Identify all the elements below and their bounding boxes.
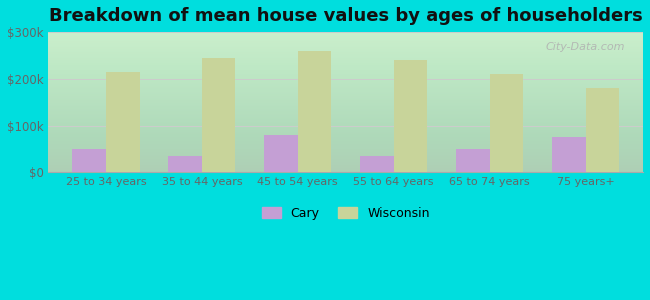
Bar: [72, 149, 106, 172]
Legend: Cary, Wisconsin: Cary, Wisconsin: [257, 202, 435, 225]
Bar: [586, 88, 619, 172]
Bar: [298, 51, 332, 172]
Title: Breakdown of mean house values by ages of householders: Breakdown of mean house values by ages o…: [49, 7, 643, 25]
Text: City-Data.com: City-Data.com: [546, 42, 625, 52]
Bar: [489, 74, 523, 172]
Bar: [360, 156, 394, 172]
Bar: [202, 58, 235, 172]
Bar: [552, 137, 586, 172]
Bar: [264, 135, 298, 172]
Bar: [168, 156, 202, 172]
Bar: [106, 72, 140, 172]
Bar: [394, 60, 427, 172]
Bar: [456, 149, 489, 172]
